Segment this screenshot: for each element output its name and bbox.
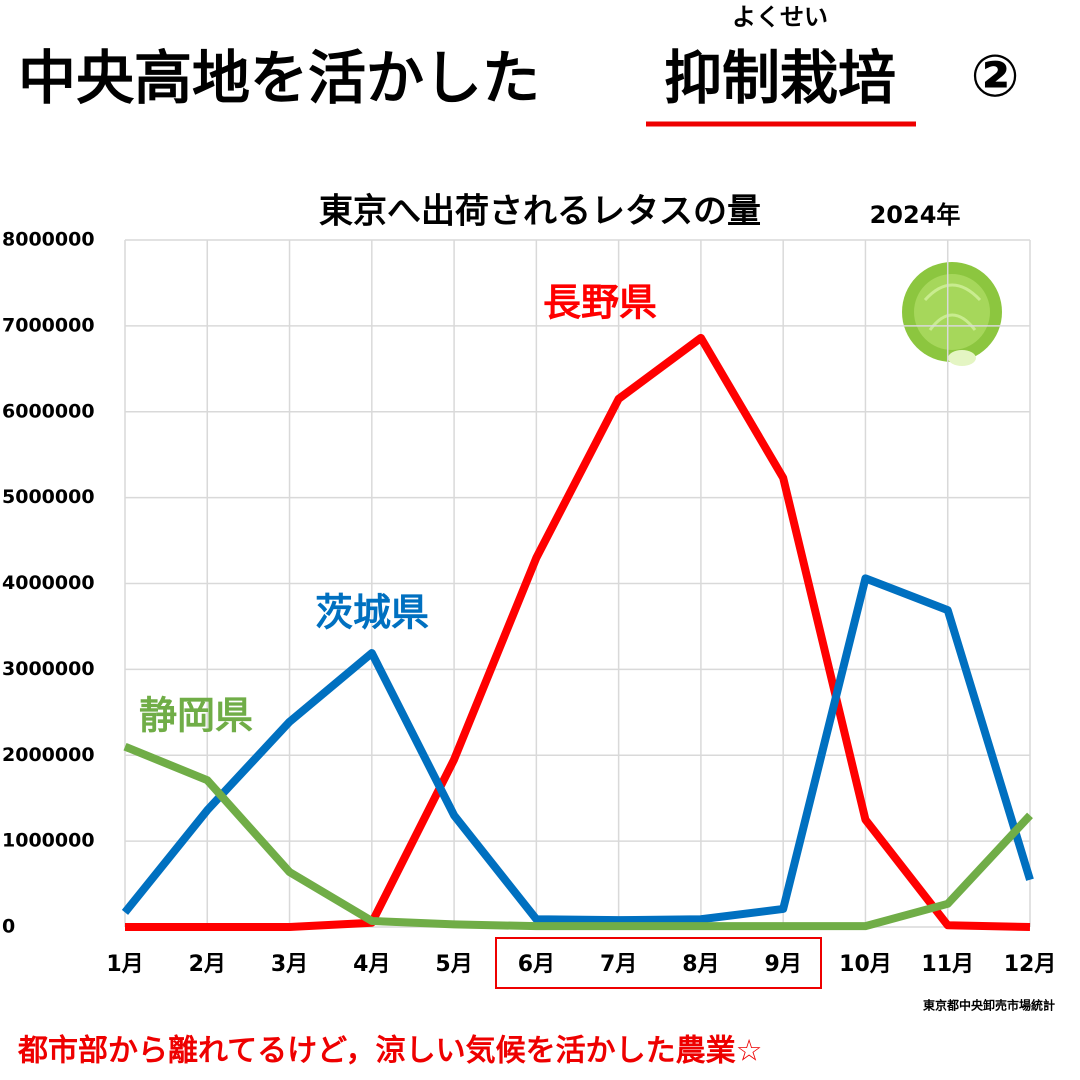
- y-tick-label: 5000000: [2, 486, 95, 508]
- x-tick-label: 2月: [189, 952, 226, 977]
- x-tick-label: 12月: [1004, 952, 1057, 977]
- y-tick-label: 7000000: [2, 314, 95, 336]
- chart-title: 東京へ出荷されるレタスの量: [319, 192, 761, 232]
- series-line: [121, 574, 1034, 925]
- x-tick-label: 4月: [353, 952, 390, 977]
- y-tick-label: 2000000: [2, 744, 95, 766]
- x-tick-label: 9月: [765, 952, 802, 977]
- x-tick-label: 10月: [839, 952, 892, 977]
- footer: 都市部から離れてるけど，涼しい気候を活かした農業☆: [17, 1034, 763, 1069]
- x-tick-label: 1月: [106, 952, 143, 977]
- x-tick-label: 7月: [600, 952, 637, 977]
- y-tick-label: 1000000: [2, 830, 95, 852]
- headline-emphasis: 抑制栽培: [664, 44, 896, 112]
- highlight-box: [495, 937, 822, 989]
- y-tick-label: 0: [2, 916, 15, 938]
- x-tick-label: 8月: [682, 952, 719, 977]
- series-label: 茨城県: [315, 591, 429, 635]
- series-line: [125, 333, 1031, 931]
- x-tick-label: 6月: [518, 952, 555, 977]
- x-tick-label: 3月: [271, 952, 308, 977]
- y-tick-label: 6000000: [2, 400, 95, 422]
- headline-number: ②: [970, 42, 1019, 110]
- x-tick-label: 5月: [435, 952, 472, 977]
- x-tick-label: 11月: [921, 952, 974, 977]
- plot: 0 1000000 2000000 3000000 4000000 5000000 6000…: [2, 229, 1056, 978]
- source: 東京都中央卸売市場統計: [923, 998, 1055, 1013]
- chart-year: 2024年: [870, 201, 961, 229]
- y-tick-label: 3000000: [2, 658, 95, 680]
- y-tick-label: 4000000: [2, 572, 95, 594]
- ruby: よくせい: [732, 3, 828, 31]
- series-label: 静岡県: [139, 694, 253, 738]
- headline: 中央高地を活かした: [18, 44, 540, 112]
- series-line: [123, 742, 1033, 931]
- y-tick-label: 8000000: [2, 229, 95, 251]
- series-label: 長野県: [543, 281, 657, 325]
- lettuce-icon: [902, 262, 1002, 366]
